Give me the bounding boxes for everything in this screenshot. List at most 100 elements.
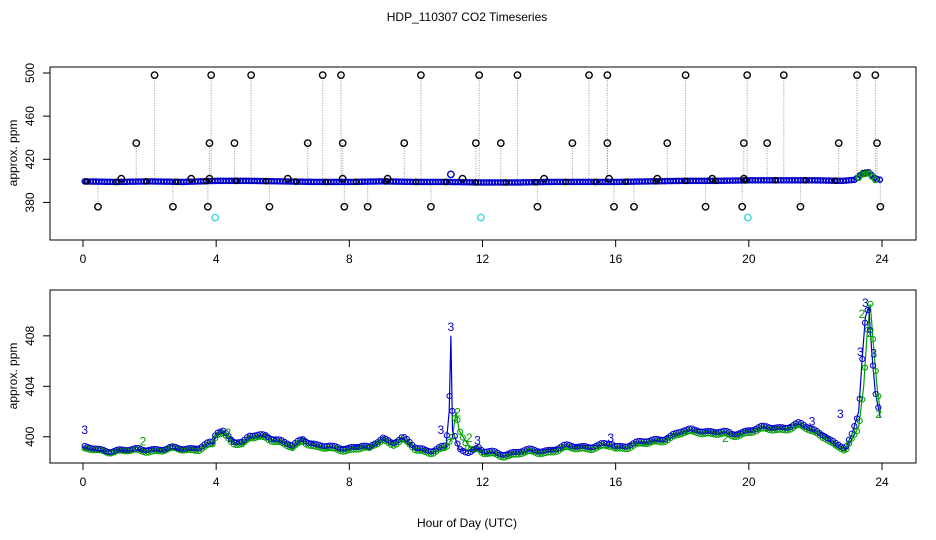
panel-1-outlier-small [739, 174, 748, 183]
panel-1-black-point [622, 178, 629, 186]
panel-1-black-point [412, 178, 420, 186]
panel-1-outlier-mid [834, 139, 843, 148]
panel-1-black-point [232, 177, 240, 185]
co2-panel-full: 0 4 8 12 16 20 24 380 420 460 500 approx. ppm [6, 63, 917, 266]
panel-1-outlier-high [513, 71, 522, 80]
panel-2-green-label: 2 [140, 435, 147, 449]
panel-1-outlier-mid [230, 139, 239, 148]
panel-1-x-tick-label: 12 [476, 252, 490, 266]
panel-1-y-tick-label: 420 [23, 149, 37, 169]
panel-1-ylabel: approx. ppm [6, 120, 20, 187]
panel-1-green-point [862, 170, 869, 178]
panel-1-outlier-high [337, 71, 345, 80]
panel-1-outlier-low [265, 202, 274, 211]
panel-1-y-tick-label: 460 [23, 106, 37, 126]
panel-1-outlier-mid [739, 139, 748, 148]
panel-1-outlier-small [283, 174, 292, 183]
panel-2-green-label: 2 [224, 426, 231, 440]
panel-2-blue-label: 3 [809, 414, 816, 428]
panel-2-green-label: 2 [859, 307, 866, 321]
panel-2-blue-point [851, 422, 858, 430]
panel-1-outlier-high [743, 71, 752, 80]
panel-2-blue-point [449, 407, 456, 415]
panel-2-green-label: 2 [875, 407, 882, 421]
panel-1-black-point [772, 177, 779, 184]
panel-2-blue-point [861, 319, 869, 326]
panel-1-outlier-mid [568, 139, 577, 148]
panel-1-black-point [83, 178, 90, 185]
panel-2-green-label: 2 [466, 431, 473, 445]
panel-1-outlier-low [630, 202, 638, 211]
panel-1-green-point [865, 170, 872, 177]
panel-1-outlier-high [475, 71, 484, 80]
panel-2-blue-label: 3 [837, 407, 844, 421]
panel-1-outlier-low [203, 202, 212, 211]
panel-1-blue-peak [446, 170, 455, 179]
panel-2-green-point [869, 335, 877, 343]
panel-2-blue-label: 3 [607, 431, 614, 445]
panel-1-cyan-point [476, 213, 485, 222]
panel-1-x-tick-label: 24 [875, 252, 889, 266]
panel-2-blue-point [859, 355, 866, 363]
panel-1-outlier-high [150, 71, 159, 80]
panel-2-green-point [875, 393, 882, 400]
panel-1-outlier-mid [205, 139, 214, 148]
panel-2-x-tick-label: 20 [742, 475, 756, 489]
panel-1-outlier-low [340, 202, 349, 211]
panel-1-black-point [682, 177, 689, 185]
panel-2-green-point [459, 434, 466, 441]
panel-1-black-point [532, 178, 540, 186]
panel-2-green-point [872, 367, 879, 375]
panel-1-outlier-small [205, 174, 214, 183]
panel-1-outlier-low [738, 202, 747, 211]
panel-1-outlier-mid [132, 139, 141, 148]
panel-2-blue-point [446, 392, 453, 400]
panel-1-green-point [872, 176, 879, 184]
panel-2-blue-point [454, 440, 461, 447]
panel-1-x-tick-label: 0 [80, 252, 87, 266]
panel-2-green-point [457, 428, 464, 435]
panel-1-outlier-low [363, 202, 372, 211]
panel-1-outlier-low [533, 202, 542, 211]
panel-1-black-point [292, 178, 300, 185]
panel-1-outlier-low [168, 202, 177, 211]
panel-2-green-point [462, 439, 469, 447]
panel-2-blue-point [848, 430, 855, 437]
panel-1-outlier-mid [873, 139, 881, 148]
panel-2-green-point [867, 300, 874, 307]
panel-2-green-point [843, 445, 850, 453]
panel-1-outlier-low [94, 202, 102, 211]
panel-1-outlier-small [338, 174, 347, 183]
panel-2-green-point [864, 326, 871, 333]
panel-1-outlier-mid [400, 139, 409, 148]
panel-1-black-point [742, 177, 749, 184]
panel-1-x-tick-label: 8 [346, 252, 353, 266]
panel-2-green-point [853, 427, 861, 435]
panel-2-blue-label: 3 [438, 423, 445, 437]
panel-1-outlier-small [540, 174, 548, 183]
x-axis-label: Hour of Day (UTC) [417, 516, 517, 530]
panel-1-outlier-high [681, 71, 690, 80]
panel-2-blue-point [451, 432, 458, 440]
panel-2-blue-label: 3 [81, 423, 88, 437]
panel-1-outlier-mid [471, 139, 480, 148]
panel-1-black-point [472, 179, 480, 186]
panel-2-green-point [861, 364, 869, 371]
panel-2-green-point [859, 396, 866, 403]
panel-2-x-tick-label: 24 [875, 475, 889, 489]
panel-2-blue-point [875, 404, 882, 411]
panel-2-blue-label: 3 [870, 346, 877, 360]
panel-2-blue-point [441, 442, 448, 449]
panel-1-marks [81, 71, 885, 222]
panel-1-black-point [502, 179, 510, 186]
panel-2-green-point [845, 440, 853, 447]
panel-1-outlier-high [318, 71, 327, 80]
panel-1-outlier-low [426, 202, 435, 211]
panel-2-green-point [454, 416, 461, 424]
panel-2-blue-label: 3 [448, 320, 455, 334]
panel-2-green-label: 2 [722, 431, 729, 445]
panel-2-blue-label: 3 [857, 345, 864, 359]
